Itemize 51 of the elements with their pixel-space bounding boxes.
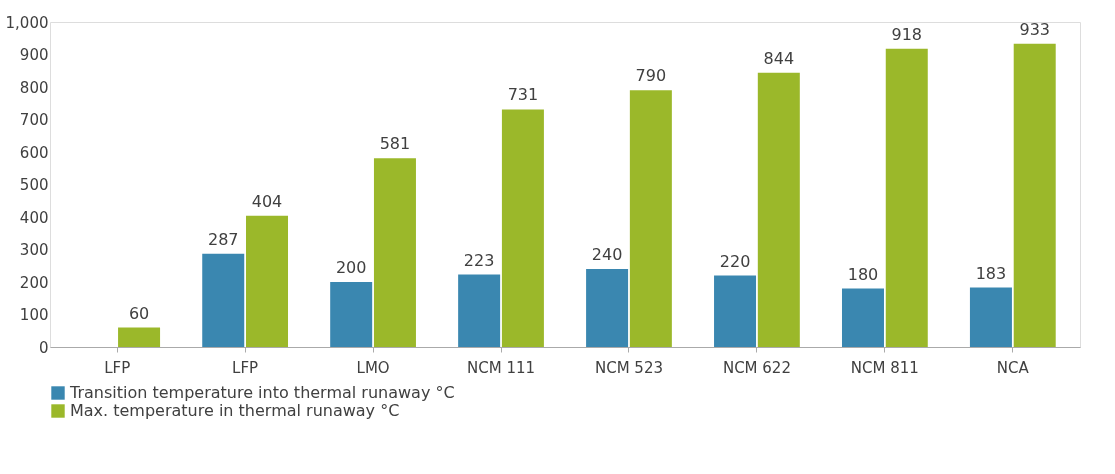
y-tick-label: 400 xyxy=(19,208,49,227)
data-label: 220 xyxy=(719,251,751,271)
y-tick-label: 300 xyxy=(19,241,49,259)
bar xyxy=(458,274,501,347)
y-tick-label: 600 xyxy=(19,143,49,162)
y-tick-label: 700 xyxy=(19,111,49,129)
bar xyxy=(885,48,928,347)
x-tick-label: NCA xyxy=(996,358,1030,377)
bar xyxy=(501,109,544,347)
bar xyxy=(757,72,800,347)
data-label: 183 xyxy=(975,263,1007,283)
bar xyxy=(330,282,373,347)
x-tick-label: NCM 111 xyxy=(467,358,536,377)
bar xyxy=(629,90,672,347)
x-tick-label: NCM 523 xyxy=(594,358,663,377)
data-label: 223 xyxy=(463,250,495,270)
bar xyxy=(246,215,289,347)
y-tick-label: 900 xyxy=(19,46,49,64)
x-tick-label: LFP xyxy=(232,358,259,377)
bar xyxy=(1013,43,1056,347)
data-label: 918 xyxy=(891,24,923,44)
data-label: 731 xyxy=(507,85,539,105)
y-tick-label: 0 xyxy=(38,338,49,357)
legend-label: Max. temperature in thermal runaway °C xyxy=(70,401,400,420)
x-tick-label: NCM 811 xyxy=(850,358,919,377)
x-tick-label: LFP xyxy=(104,358,131,377)
data-label: 180 xyxy=(847,264,879,284)
y-tick-label: 500 xyxy=(19,176,49,194)
bar xyxy=(373,158,416,347)
legend-label: Transition temperature into thermal runaway °C xyxy=(69,383,455,402)
y-tick-label: 200 xyxy=(19,273,49,292)
bar xyxy=(969,287,1012,347)
y-tick-label: 800 xyxy=(19,78,49,97)
data-label: 844 xyxy=(763,48,795,68)
y-tick-label: 100 xyxy=(19,306,49,324)
data-label: 240 xyxy=(591,245,623,264)
data-label: 790 xyxy=(635,66,667,86)
bar xyxy=(586,269,629,347)
data-label: 200 xyxy=(335,258,367,277)
x-tick-label: NCM 622 xyxy=(722,358,791,377)
data-label: 60 xyxy=(128,303,150,323)
y-tick-label: 1,000 xyxy=(5,13,49,32)
bar xyxy=(841,288,884,347)
x-tick-label: LMO xyxy=(356,358,390,377)
bar xyxy=(202,253,245,347)
data-label: 581 xyxy=(379,134,411,154)
bar xyxy=(118,327,161,347)
data-label: 287 xyxy=(207,229,239,249)
data-label: 933 xyxy=(1019,19,1050,39)
bar xyxy=(714,275,757,347)
data-label: 404 xyxy=(251,191,283,211)
